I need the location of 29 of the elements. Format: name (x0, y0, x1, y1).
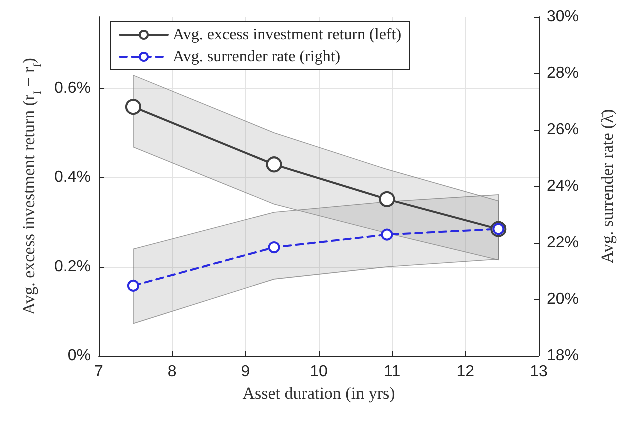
x-tick-label: 12 (456, 364, 475, 380)
y-tick-label: 0.2% (54, 258, 91, 276)
point (125, 99, 142, 116)
x-tick-label: 13 (530, 364, 548, 380)
point (266, 156, 282, 173)
y2-tick-label: 20% (547, 291, 580, 308)
y2-tick-label: 30% (547, 8, 580, 26)
y2-tick-label: 22% (547, 234, 580, 252)
y-tick-label: 0.6% (54, 80, 91, 97)
x-axis-title: Asset duration (in yrs) (242, 384, 396, 403)
y2-tick-label: 28% (547, 65, 580, 82)
y2-tick-label: 24% (547, 178, 580, 195)
point (379, 191, 396, 208)
point (268, 242, 280, 254)
y2-tick-label: 26% (547, 122, 580, 138)
legend-label: Avg. surrender rate (right) (173, 48, 341, 66)
y2-axis-title: Avg. surrender rate (λ̄) (598, 109, 617, 264)
point (127, 280, 140, 292)
x-tick-label: 7 (94, 364, 104, 380)
x-tick-label: 11 (384, 364, 401, 380)
point (381, 228, 394, 241)
y-tick-label: 0% (68, 348, 91, 364)
y2-tick-label: 18% (547, 348, 580, 364)
x-tick-label: 10 (310, 364, 328, 380)
y-axis-title: Avg. excess investment return (rI − rf) (20, 58, 44, 315)
y-tick-label: 0.4% (54, 169, 91, 186)
x-tick-label: 9 (241, 364, 250, 380)
x-tick-label: 8 (168, 364, 177, 380)
legend-label: Avg. excess investment return (left) (173, 26, 402, 44)
